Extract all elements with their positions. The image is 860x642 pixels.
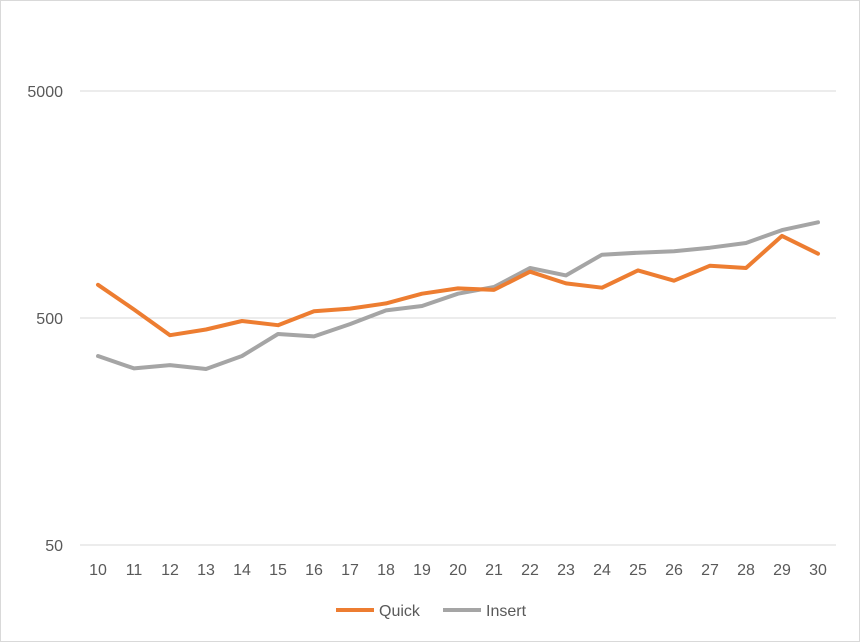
y-tick-label: 500 (36, 311, 63, 328)
y-tick-label: 5000 (27, 84, 63, 101)
legend: Quick Insert (336, 603, 527, 620)
x-tick-label: 29 (773, 562, 791, 579)
x-tick-label: 28 (737, 562, 755, 579)
x-tick-label: 13 (197, 562, 215, 579)
x-tick-label: 19 (413, 562, 431, 579)
legend-label-quick: Quick (379, 603, 421, 620)
x-tick-label: 27 (701, 562, 719, 579)
series-lines (96, 220, 820, 371)
x-tick-label: 21 (485, 562, 503, 579)
x-tick-label: 18 (377, 562, 395, 579)
series-line-quick (96, 233, 820, 338)
x-tick-label: 14 (233, 562, 251, 579)
x-tick-label: 10 (89, 562, 107, 579)
x-tick-label: 12 (161, 562, 179, 579)
x-tick-label: 11 (126, 562, 143, 579)
x-tick-label: 30 (809, 562, 827, 579)
x-tick-label: 15 (269, 562, 287, 579)
x-tick-label: 16 (305, 562, 323, 579)
x-tick-label: 17 (341, 562, 359, 579)
series-line-insert (96, 220, 820, 371)
y-tick-label: 50 (45, 538, 63, 555)
y-axis-ticks: 50 500 5000 (27, 84, 63, 555)
legend-label-insert: Insert (486, 603, 527, 620)
x-tick-label: 24 (593, 562, 611, 579)
x-tick-label: 25 (629, 562, 647, 579)
x-axis-ticks: 10 11 12 13 14 15 16 17 18 19 20 21 22 23 24 25 26 27 28 29… (89, 562, 827, 579)
x-tick-label: 23 (557, 562, 575, 579)
x-tick-label: 26 (665, 562, 683, 579)
x-tick-label: 22 (521, 562, 539, 579)
x-tick-label: 20 (449, 562, 467, 579)
gridlines (80, 90, 836, 546)
